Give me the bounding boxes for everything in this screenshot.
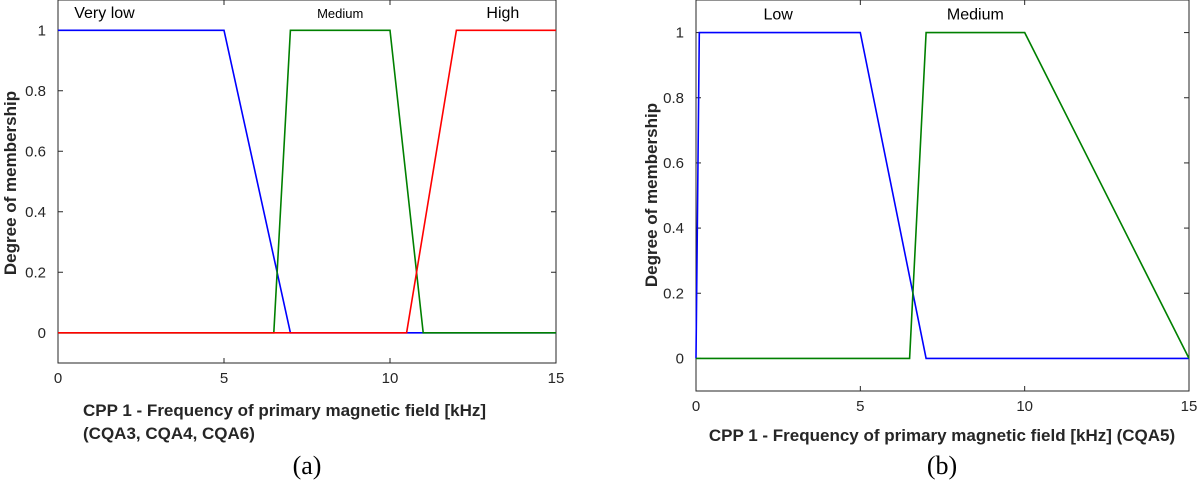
x-tick-label: 15 xyxy=(548,370,565,387)
y-axis-label-a: Degree of membership xyxy=(1,91,20,275)
y-tick-label: 0 xyxy=(676,350,684,367)
series-line-high xyxy=(58,29,556,334)
caption-a: (a) xyxy=(293,451,322,480)
chart-b: 0 5 10 15 0 0.2 0.4 0.6 0.8 1 Low Medium CPP 1 - … xyxy=(642,0,1197,480)
series-group-b xyxy=(695,31,1190,360)
y-tick-label: 1 xyxy=(38,22,46,39)
y-axis-label-b: Degree of membership xyxy=(642,103,661,287)
x-axis-label-b: CPP 1 - Frequency of primary magnetic fi… xyxy=(709,426,1175,445)
y-tick-label: 0.8 xyxy=(663,90,684,107)
y-tick-label: 0.2 xyxy=(25,264,46,281)
series-line-medium xyxy=(696,31,1190,360)
x-tick-group-a: 0 5 10 15 xyxy=(54,0,565,387)
y-tick-group-b: 0 0.2 0.4 0.6 0.8 1 xyxy=(663,25,1189,367)
x-tick-label: 15 xyxy=(1181,398,1198,415)
y-tick-label: 0.6 xyxy=(663,155,684,172)
y-tick-label: 0.2 xyxy=(663,285,684,302)
chart-a: 0 5 10 15 0 0.2 0.4 0.6 0.8 1 Very low Medium High… xyxy=(1,0,564,480)
annotation-label: Low xyxy=(763,7,793,24)
y-tick-label: 0 xyxy=(38,325,46,342)
plot-area-a xyxy=(57,0,557,364)
y-tick-label: 0.4 xyxy=(25,204,46,221)
y-tick-label: 0.6 xyxy=(25,143,46,160)
plot-area-b xyxy=(695,0,1190,392)
x-tick-label: 10 xyxy=(1016,398,1033,415)
series-group-a xyxy=(58,29,556,334)
annotation-label: High xyxy=(486,5,519,22)
y-tick-label: 1 xyxy=(676,25,684,42)
x-tick-group-b: 0 5 10 15 xyxy=(692,0,1198,415)
x-tick-label: 0 xyxy=(54,370,62,387)
x-tick-label: 5 xyxy=(856,398,864,415)
annotation-label: Very low xyxy=(74,5,135,22)
y-tick-label: 0.8 xyxy=(25,83,46,100)
caption-b: (b) xyxy=(927,451,957,480)
x-tick-label: 10 xyxy=(382,370,399,387)
annotation-label: Medium xyxy=(317,6,363,21)
x-tick-label: 5 xyxy=(220,370,228,387)
x-tick-label: 0 xyxy=(692,398,700,415)
x-axis-label-a: CPP 1 - Frequency of primary magnetic fi… xyxy=(83,401,486,420)
annotation-group-a: Very low Medium High xyxy=(74,5,519,22)
x-axis-label-a-line2: (CQA3, CQA4, CQA6) xyxy=(83,424,255,443)
annotation-group-b: Low Medium xyxy=(763,7,1003,24)
y-tick-label: 0.4 xyxy=(663,220,684,237)
annotation-label: Medium xyxy=(947,7,1004,24)
series-line-low xyxy=(695,31,1189,360)
